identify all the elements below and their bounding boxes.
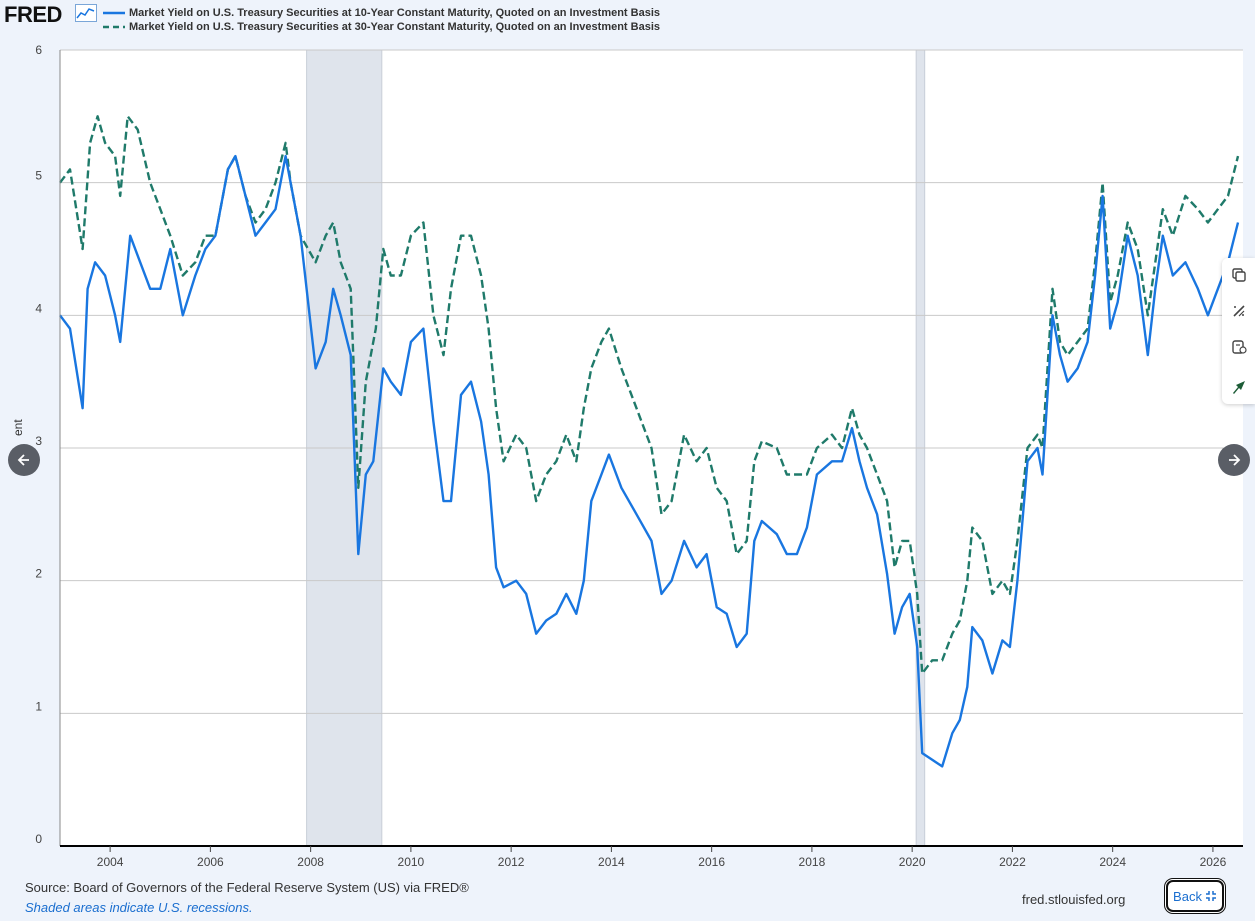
- x-tick-label: 2018: [799, 855, 826, 869]
- fred-logo[interactable]: FRED: [4, 2, 62, 27]
- line-graph-icon: [75, 4, 97, 22]
- download-icon[interactable]: [1228, 336, 1250, 358]
- x-tick-label: 2010: [398, 855, 425, 869]
- chart-header: FRED Market Yield on U.S. Treasury Secur…: [0, 0, 900, 38]
- x-tick-label: 2024: [1099, 855, 1126, 869]
- recession-note: Shaded areas indicate U.S. recessions.: [25, 900, 253, 915]
- chart-legend: Market Yield on U.S. Treasury Securities…: [103, 6, 660, 34]
- collapse-icon: [1205, 891, 1216, 901]
- series-line-10y: [59, 154, 1240, 768]
- x-tick-label: 2022: [999, 855, 1026, 869]
- x-tick-label: 2006: [197, 855, 224, 869]
- y-tick-label: 1: [35, 699, 42, 713]
- chart-toolbar: [1222, 258, 1255, 404]
- axes: 0 1 2 3 4 5 6 2004 2006 2008 2010 2012 2014 2016 2018 2…: [35, 43, 1243, 869]
- next-arrow-button[interactable]: [1218, 444, 1250, 476]
- arrow-left-icon: [17, 454, 29, 466]
- arrow-right-icon: [1229, 454, 1241, 466]
- legend-label-10y: Market Yield on U.S. Treasury Securities…: [129, 7, 661, 19]
- x-tick-label: 2026: [1200, 855, 1227, 869]
- x-tick-label: 2004: [97, 855, 124, 869]
- y-tick-label: 2: [35, 567, 42, 581]
- source-text: Source: Board of Governors of the Federa…: [25, 880, 469, 895]
- share-icon[interactable]: [1228, 376, 1250, 398]
- line-chart: 0 1 2 3 4 5 6 2004 2006 2008 2010 2012 2014 2016 2018 2…: [11, 43, 1243, 869]
- copy-icon[interactable]: [1228, 264, 1250, 286]
- series-lines: [59, 115, 1240, 768]
- legend-item-10y: Market Yield on U.S. Treasury Securities…: [103, 6, 660, 20]
- x-tick-label: 2008: [297, 855, 324, 869]
- back-button-label: Back: [1173, 888, 1202, 904]
- legend-label-30y: Market Yield on U.S. Treasury Securities…: [129, 21, 661, 33]
- x-tick-label: 2016: [698, 855, 725, 869]
- back-button[interactable]: Back: [1166, 880, 1224, 912]
- y-axis-label: ent: [11, 419, 25, 436]
- series-line-30y: [59, 115, 1240, 675]
- fred-url[interactable]: fred.stlouisfed.org: [1022, 892, 1126, 907]
- previous-arrow-button[interactable]: [8, 444, 40, 476]
- x-tick-label: 2012: [498, 855, 525, 869]
- y-tick-label: 5: [35, 169, 42, 183]
- x-tick-label: 2020: [899, 855, 926, 869]
- y-tick-label: 3: [35, 434, 42, 448]
- edit-graph-icon[interactable]: [1228, 300, 1250, 322]
- legend-swatch-dashed: [103, 25, 125, 29]
- y-tick-label: 0: [35, 832, 42, 846]
- legend-swatch-solid: [103, 11, 125, 15]
- legend-item-30y: Market Yield on U.S. Treasury Securities…: [103, 20, 660, 34]
- x-tick-label: 2014: [598, 855, 625, 869]
- y-tick-label: 6: [35, 43, 42, 57]
- y-tick-label: 4: [35, 301, 42, 315]
